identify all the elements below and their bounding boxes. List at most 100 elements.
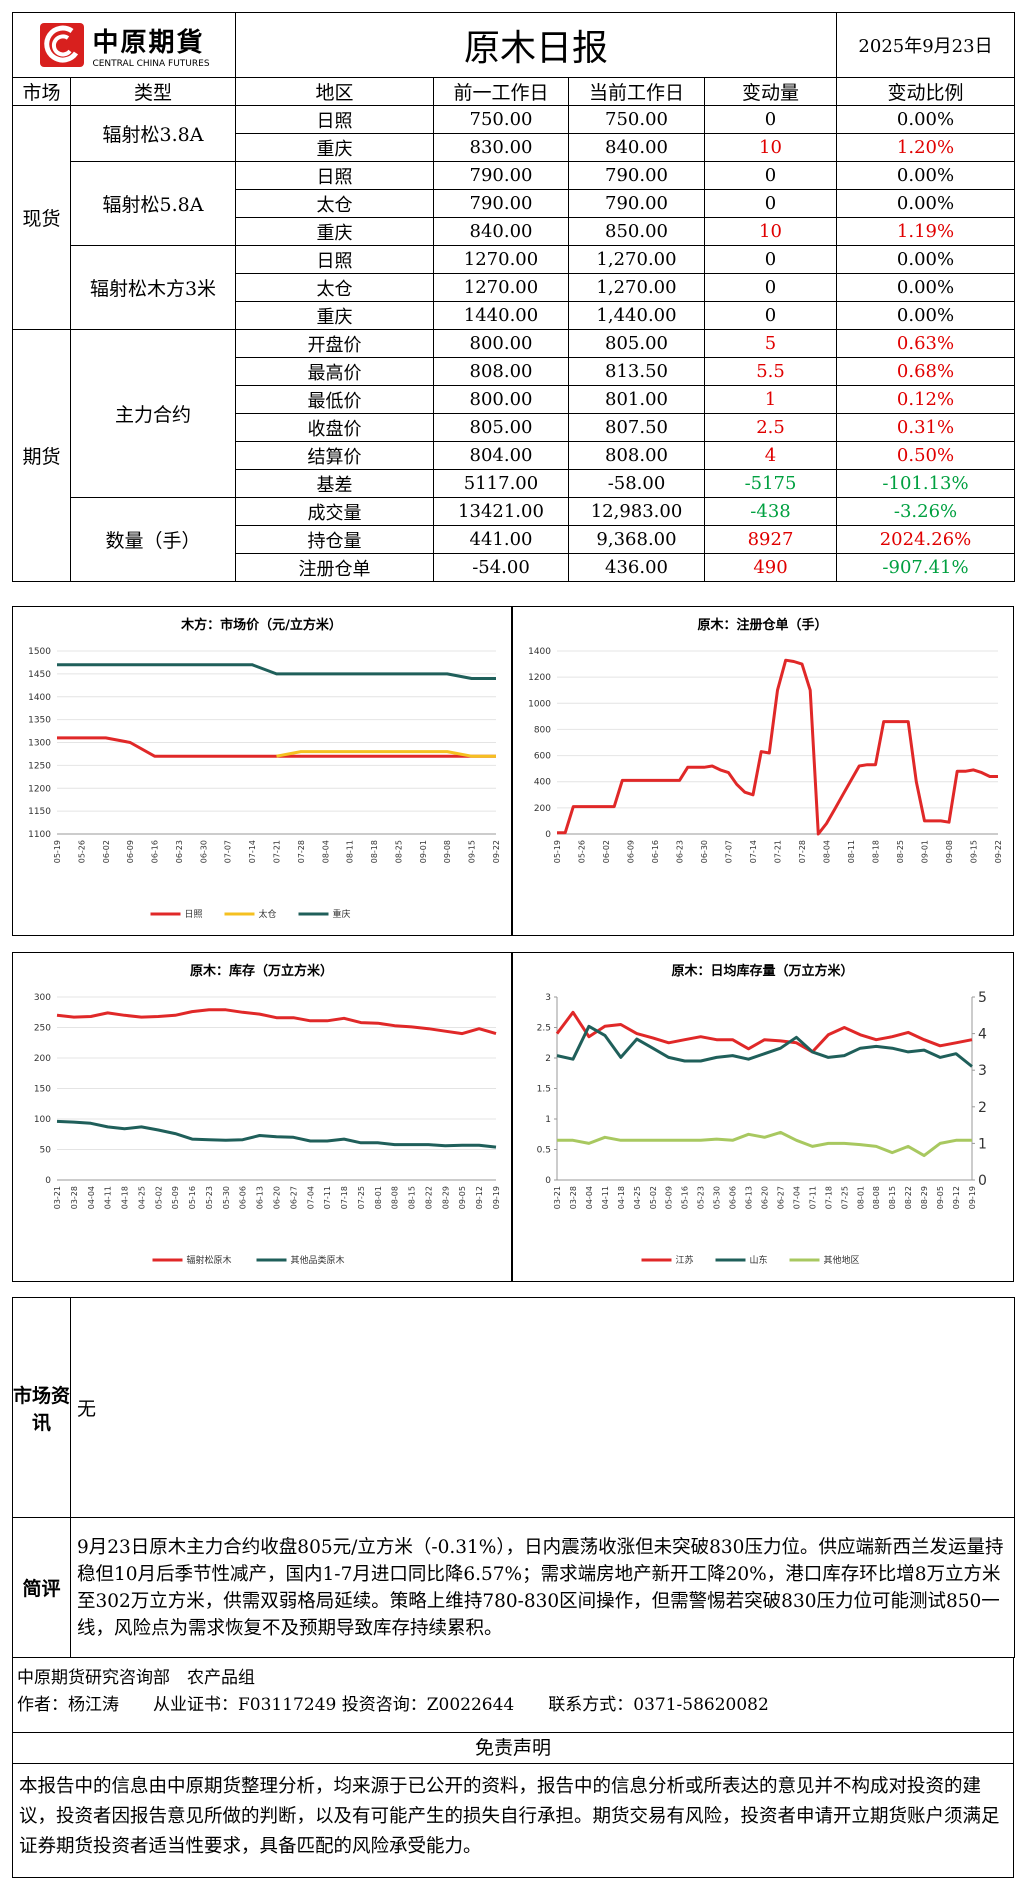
data-cell: -3.26% (836, 497, 1016, 526)
data-row: 持仓量 441.00 9,368.00 8927 2024.26% (13, 525, 1016, 554)
x-tick-label: 04-11 (601, 1186, 610, 1209)
y-tick-label: 0 (545, 830, 551, 840)
data-row: 辐射松5.8A 日照 790.00 790.00 0 0.00% (13, 161, 1016, 246)
x-tick-label: 09-01 (921, 840, 930, 863)
data-cell: 日照 (235, 161, 434, 190)
data-cell: 0.50% (836, 441, 1016, 470)
x-tick-label: 08-01 (374, 1186, 383, 1209)
series-line (556, 1024, 973, 1068)
data-cell: 1.19% (836, 217, 1016, 246)
data-cell: 2.5 (703, 413, 838, 442)
logo-text: 中原期貨 CENTRAL CHINA FUTURES (92, 22, 209, 69)
x-tick-label: 05-23 (205, 1186, 214, 1209)
x-tick-label: 08-25 (896, 840, 905, 863)
x-tick-label: 05-16 (681, 1186, 690, 1209)
x-tick-label: 09-05 (458, 1186, 467, 1209)
x-tick-label: 08-15 (408, 1186, 417, 1209)
x-tick-label: 05-02 (649, 1186, 658, 1209)
data-cell: 5 (703, 329, 838, 358)
data-cell: 0 (703, 189, 838, 218)
footer-line: 中原期货研究咨询部 农产品组 (17, 1668, 255, 1688)
legend-label: 日照 (185, 909, 203, 920)
y-tick-label: 1100 (28, 830, 51, 840)
x-tick-label: 08-01 (856, 1186, 865, 1209)
x-tick-label: 08-11 (847, 840, 856, 863)
data-cell: 4 (703, 441, 838, 470)
data-row: 辐射松木方3米 日照 1270.00 1,270.00 0 0.00% (13, 245, 1016, 330)
data-cell: 0.63% (836, 329, 1016, 358)
y-tick-label: 1350 (28, 716, 51, 726)
data-cell: 1.20% (836, 133, 1016, 162)
data-cell: 0.12% (836, 385, 1016, 414)
column-header: 市场 (12, 77, 71, 106)
data-cell: -438 (703, 497, 838, 526)
x-tick-label: 07-25 (840, 1186, 849, 1209)
x-tick-label: 06-02 (602, 840, 611, 863)
x-tick-label: 09-12 (475, 1186, 484, 1209)
data-row: 最低价 800.00 801.00 1 0.12% (13, 385, 1016, 414)
x-tick-label: 05-16 (188, 1186, 197, 1209)
data-cell: 790.00 (568, 189, 705, 218)
data-cell: 0.68% (836, 357, 1016, 386)
data-cell: -101.13% (836, 469, 1016, 498)
x-tick-label: 06-09 (627, 840, 636, 863)
data-cell: 750.00 (433, 105, 569, 134)
x-tick-label: 07-18 (340, 1186, 349, 1209)
data-cell: 持仓量 (235, 525, 434, 554)
x-tick-label: 06-16 (151, 840, 160, 863)
data-cell: 490 (703, 553, 838, 582)
chart: 原木：库存（万立方米） 0 50 100 150 200 250 300 03-21 03-28 0… (34, 963, 501, 1266)
y-tick-label: 250 (34, 1024, 51, 1034)
data-cell: 830.00 (433, 133, 569, 162)
x-tick-label: 08-08 (391, 1186, 400, 1209)
comment-table: 市场资讯 无 简评 9月23日原木主力合约收盘805元/立方米（-0.31%），… (12, 1297, 1015, 1658)
type-cell: 辐射松木方3米 (70, 245, 236, 330)
data-cell: 0.00% (836, 105, 1016, 134)
data-cell: 2024.26% (836, 525, 1016, 554)
data-cell: 0 (703, 273, 838, 302)
column-header: 当前工作日 (568, 77, 705, 106)
x-tick-label: 03-28 (569, 1186, 578, 1209)
disclaimer-text: 本报告中的信息由中原期货整理分析，均来源于已公开的资料，报告中的信息分析或所表达… (12, 1764, 1014, 1878)
news-label: 市场资讯 (12, 1297, 71, 1518)
y-tick-label: 600 (534, 752, 551, 762)
x-tick-label: 07-14 (248, 840, 257, 863)
data-cell: 0.31% (836, 413, 1016, 442)
x-tick-label: 04-11 (104, 1186, 113, 1209)
x-tick-label: 04-18 (121, 1186, 130, 1209)
data-cell: 1270.00 (433, 245, 569, 274)
x-tick-label: 09-08 (443, 840, 452, 863)
y-tick-label: 1000 (528, 699, 551, 709)
x-tick-label: 04-25 (633, 1186, 642, 1209)
data-cell: 1,270.00 (568, 245, 705, 274)
series-line (57, 736, 496, 758)
y2-tick-label: 2 (978, 1100, 987, 1116)
x-tick-label: 08-29 (441, 1186, 450, 1209)
chart-title: 原木：库存（万立方米） (190, 963, 333, 979)
x-tick-label: 09-22 (492, 840, 501, 863)
data-cell: 790.00 (433, 161, 569, 190)
x-tick-label: 08-11 (346, 840, 355, 863)
legend-label: 重庆 (333, 908, 351, 920)
x-tick-label: 08-22 (904, 1186, 913, 1209)
x-tick-label: 06-06 (729, 1186, 738, 1209)
series-line (56, 1119, 497, 1149)
column-header: 地区 (235, 77, 434, 106)
x-tick-label: 09-12 (952, 1186, 961, 1209)
x-tick-label: 09-22 (994, 840, 1003, 863)
x-tick-label: 04-04 (87, 1186, 96, 1209)
y-tick-label: 1200 (28, 784, 51, 794)
data-row: 基差 5117.00 -58.00 -5175 -101.13% (13, 469, 1016, 498)
x-tick-label: 07-25 (357, 1186, 366, 1209)
data-cell: 1,440.00 (568, 301, 705, 330)
x-tick-label: 07-07 (725, 840, 734, 863)
series-line (276, 750, 496, 758)
x-tick-label: 06-30 (199, 840, 208, 863)
x-tick-label: 06-06 (239, 1186, 248, 1209)
x-tick-label: 04-25 (137, 1186, 146, 1209)
data-row: 重庆 830.00 840.00 10 1.20% (13, 133, 1016, 162)
y-tick-label: 1200 (528, 673, 551, 683)
y-tick-label: 300 (34, 993, 51, 1003)
data-cell: 1,270.00 (568, 273, 705, 302)
x-tick-label: 08-18 (872, 840, 881, 863)
